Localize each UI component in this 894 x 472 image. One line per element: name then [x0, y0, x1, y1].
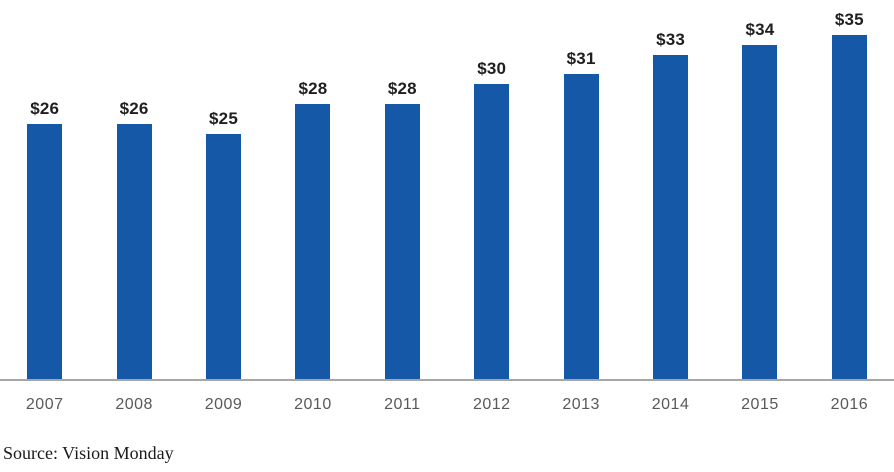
x-axis-label: 2012 — [472, 396, 511, 413]
bar-column: $33 — [626, 0, 715, 380]
bar-value-label: $30 — [477, 59, 507, 78]
bar-column: $30 — [447, 0, 536, 380]
bar-value-label: $25 — [209, 109, 238, 128]
bar — [831, 35, 867, 380]
bar-value-label: $35 — [834, 10, 864, 29]
bar — [295, 104, 331, 380]
bar — [563, 74, 599, 380]
bar — [116, 124, 152, 380]
x-axis-label: 2013 — [562, 396, 600, 413]
bar-column: $34 — [715, 0, 804, 380]
bar — [206, 134, 242, 380]
bar-column: $35 — [805, 0, 894, 380]
bar — [742, 45, 778, 380]
bar-value-label: $26 — [119, 99, 149, 118]
bar-value-label: $31 — [566, 49, 596, 68]
bar — [474, 84, 510, 380]
plot-area: $26 $26 $25 $28 $28 $30 $31 $33 $34 $35 — [0, 0, 894, 380]
bar-column: $26 — [0, 0, 89, 380]
bar — [27, 124, 63, 380]
x-axis-label: 2008 — [115, 396, 153, 413]
x-axis-label: 2014 — [651, 396, 690, 413]
x-axis-label: 2016 — [830, 396, 869, 413]
bar-value-label: $34 — [745, 20, 775, 39]
x-axis-label: 2015 — [741, 396, 779, 413]
bar — [653, 55, 689, 380]
x-axis-label: 2010 — [294, 396, 332, 413]
bar-value-label: $28 — [298, 79, 328, 98]
bar-value-label: $28 — [387, 79, 417, 98]
x-axis-label: 2009 — [204, 396, 243, 413]
bar — [384, 104, 420, 380]
x-axis-labels: 2007 2008 2009 2010 2011 2012 2013 2014 2015 2016 — [0, 396, 894, 414]
bar-column: $25 — [179, 0, 268, 380]
bar-column: $28 — [358, 0, 447, 380]
x-axis-label: 2007 — [25, 396, 64, 413]
x-axis-label: 2011 — [384, 396, 421, 413]
x-axis-line — [0, 379, 894, 381]
bar-value-label: $26 — [30, 99, 60, 118]
bar-column: $31 — [536, 0, 625, 380]
source-note: Source: Vision Monday — [3, 443, 174, 463]
bar-value-label: $33 — [656, 30, 686, 49]
bar-column: $28 — [268, 0, 357, 380]
bar-column: $26 — [89, 0, 178, 380]
